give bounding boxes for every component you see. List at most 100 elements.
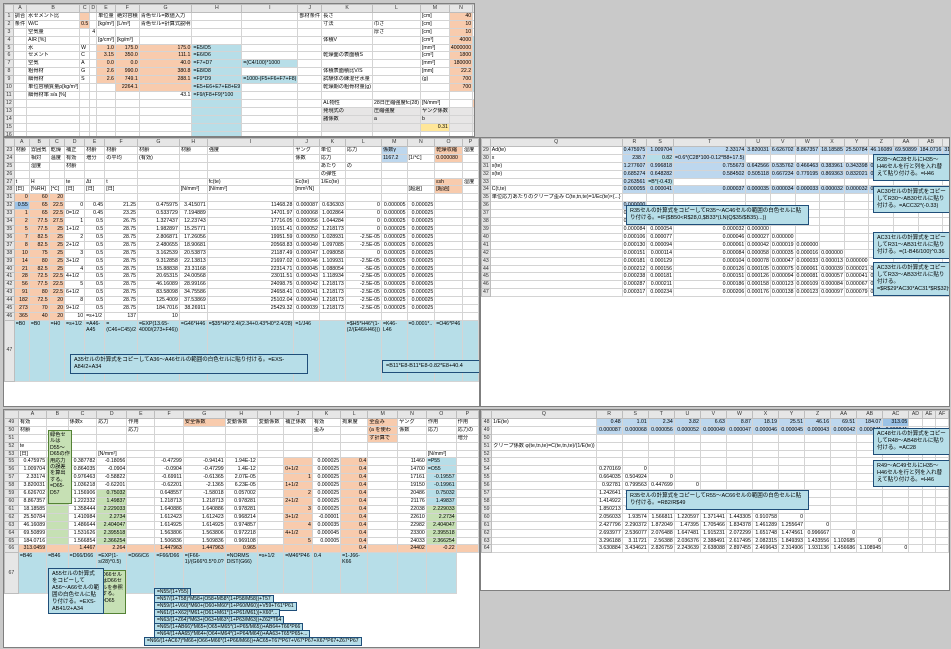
column-header[interactable]: P xyxy=(455,410,479,419)
cell: -2.5E-05 xyxy=(344,272,382,282)
column-header[interactable]: AC xyxy=(882,410,910,419)
column-header[interactable]: AD xyxy=(908,410,923,419)
cell: 0.000068 xyxy=(621,425,649,435)
column-header[interactable]: AA xyxy=(893,138,919,147)
column-header[interactable]: E xyxy=(126,410,156,419)
column-header[interactable]: J xyxy=(293,138,320,147)
cell xyxy=(769,177,796,187)
column-header[interactable]: Z xyxy=(868,138,895,147)
cell: 0.466463 xyxy=(794,161,821,171)
column-header[interactable]: S xyxy=(621,410,649,419)
column-header[interactable]: F xyxy=(104,138,139,147)
column-header[interactable]: L xyxy=(344,138,382,147)
column-header[interactable]: AB xyxy=(856,410,884,419)
column-header[interactable]: F xyxy=(154,410,184,419)
column-header[interactable]: D xyxy=(89,4,98,13)
column-header[interactable]: J xyxy=(283,410,313,419)
column-header[interactable]: Y xyxy=(843,138,870,147)
column-header[interactable]: H xyxy=(224,410,258,419)
column-header[interactable]: AF xyxy=(934,410,949,419)
cell xyxy=(138,114,193,124)
column-header[interactable]: O xyxy=(434,138,463,147)
column-header[interactable]: C xyxy=(67,410,98,419)
column-header[interactable]: H xyxy=(178,138,208,147)
column-header[interactable]: U xyxy=(673,410,701,419)
column-header[interactable]: R xyxy=(595,410,623,419)
column-header[interactable]: B xyxy=(46,410,69,419)
column-header[interactable]: A xyxy=(17,410,48,419)
cell xyxy=(293,193,320,203)
column-header[interactable]: P xyxy=(461,138,479,147)
column-header[interactable]: U xyxy=(745,138,771,147)
column-header[interactable]: B xyxy=(26,4,81,13)
column-header[interactable]: K xyxy=(311,410,342,419)
column-header[interactable]: X xyxy=(751,410,779,419)
header-cell xyxy=(67,433,98,443)
column-header[interactable]: L xyxy=(371,4,421,13)
column-header[interactable]: E xyxy=(84,138,106,147)
column-header[interactable]: AA xyxy=(830,410,858,419)
column-header[interactable] xyxy=(481,410,493,419)
cell: W xyxy=(79,43,91,53)
cell xyxy=(882,520,910,530)
column-header[interactable]: V xyxy=(769,138,796,147)
column-header[interactable]: M xyxy=(419,4,450,13)
column-header[interactable]: W xyxy=(725,410,753,419)
column-header[interactable]: G xyxy=(138,4,193,13)
column-header[interactable] xyxy=(4,410,19,419)
column-header[interactable]: O xyxy=(425,410,457,419)
cell: 1.218713 xyxy=(154,496,184,506)
column-header[interactable]: K xyxy=(318,138,346,147)
column-header[interactable]: T xyxy=(647,410,675,419)
column-header[interactable]: O xyxy=(472,4,474,13)
column-header[interactable] xyxy=(4,4,14,13)
column-header[interactable]: G xyxy=(137,138,180,147)
column-header[interactable]: Z xyxy=(804,410,832,419)
column-header[interactable]: H xyxy=(191,4,243,13)
header-cell xyxy=(406,145,436,155)
column-header[interactable] xyxy=(4,138,15,147)
column-header[interactable]: M xyxy=(380,138,408,147)
column-header[interactable]: N xyxy=(406,138,436,147)
column-header[interactable] xyxy=(481,138,491,147)
column-header[interactable]: A xyxy=(12,4,28,13)
column-header[interactable]: D xyxy=(96,410,128,419)
column-header[interactable]: I xyxy=(206,138,295,147)
column-header[interactable]: A xyxy=(13,138,30,147)
column-header[interactable]: Y xyxy=(777,410,806,419)
column-header[interactable]: D xyxy=(64,138,86,147)
column-header[interactable]: T xyxy=(673,138,747,147)
column-header[interactable]: C xyxy=(48,138,66,147)
column-header[interactable]: L xyxy=(340,410,369,419)
table-row: 33 1 65 22.5 0=1/2 0.45 23.25 0.533729 7.194889 1… xyxy=(4,209,479,219)
cell: 24098.75 xyxy=(206,280,295,290)
column-header[interactable]: F xyxy=(114,4,140,13)
column-header[interactable]: K xyxy=(321,4,373,13)
column-header[interactable]: AE xyxy=(921,410,936,419)
column-header[interactable]: I xyxy=(241,4,299,13)
cell xyxy=(934,512,949,522)
column-header[interactable]: C xyxy=(79,4,91,13)
column-header[interactable]: Q xyxy=(491,410,597,419)
column-header[interactable]: N xyxy=(448,4,474,13)
column-header[interactable]: B xyxy=(28,138,50,147)
column-header[interactable]: I xyxy=(256,410,285,419)
column-header[interactable]: AB xyxy=(917,138,944,147)
column-header[interactable]: S xyxy=(646,138,675,147)
column-header[interactable]: V xyxy=(699,410,727,419)
column-header[interactable]: R xyxy=(621,138,648,147)
cell: セメント xyxy=(26,51,81,61)
column-header[interactable]: G xyxy=(182,410,226,419)
header-cell xyxy=(48,161,66,171)
column-header[interactable]: E xyxy=(96,4,116,13)
column-header[interactable]: X xyxy=(819,138,845,147)
header-cell xyxy=(311,449,342,459)
cell: 6+1/2 xyxy=(64,288,86,298)
column-header[interactable]: Q xyxy=(489,138,623,147)
cell: 0.000041 xyxy=(843,272,870,282)
column-header[interactable]: J xyxy=(297,4,323,13)
column-header[interactable]: AC xyxy=(942,138,949,147)
column-header[interactable]: W xyxy=(794,138,821,147)
column-header[interactable]: N xyxy=(397,410,427,419)
column-header[interactable]: M xyxy=(367,410,399,419)
